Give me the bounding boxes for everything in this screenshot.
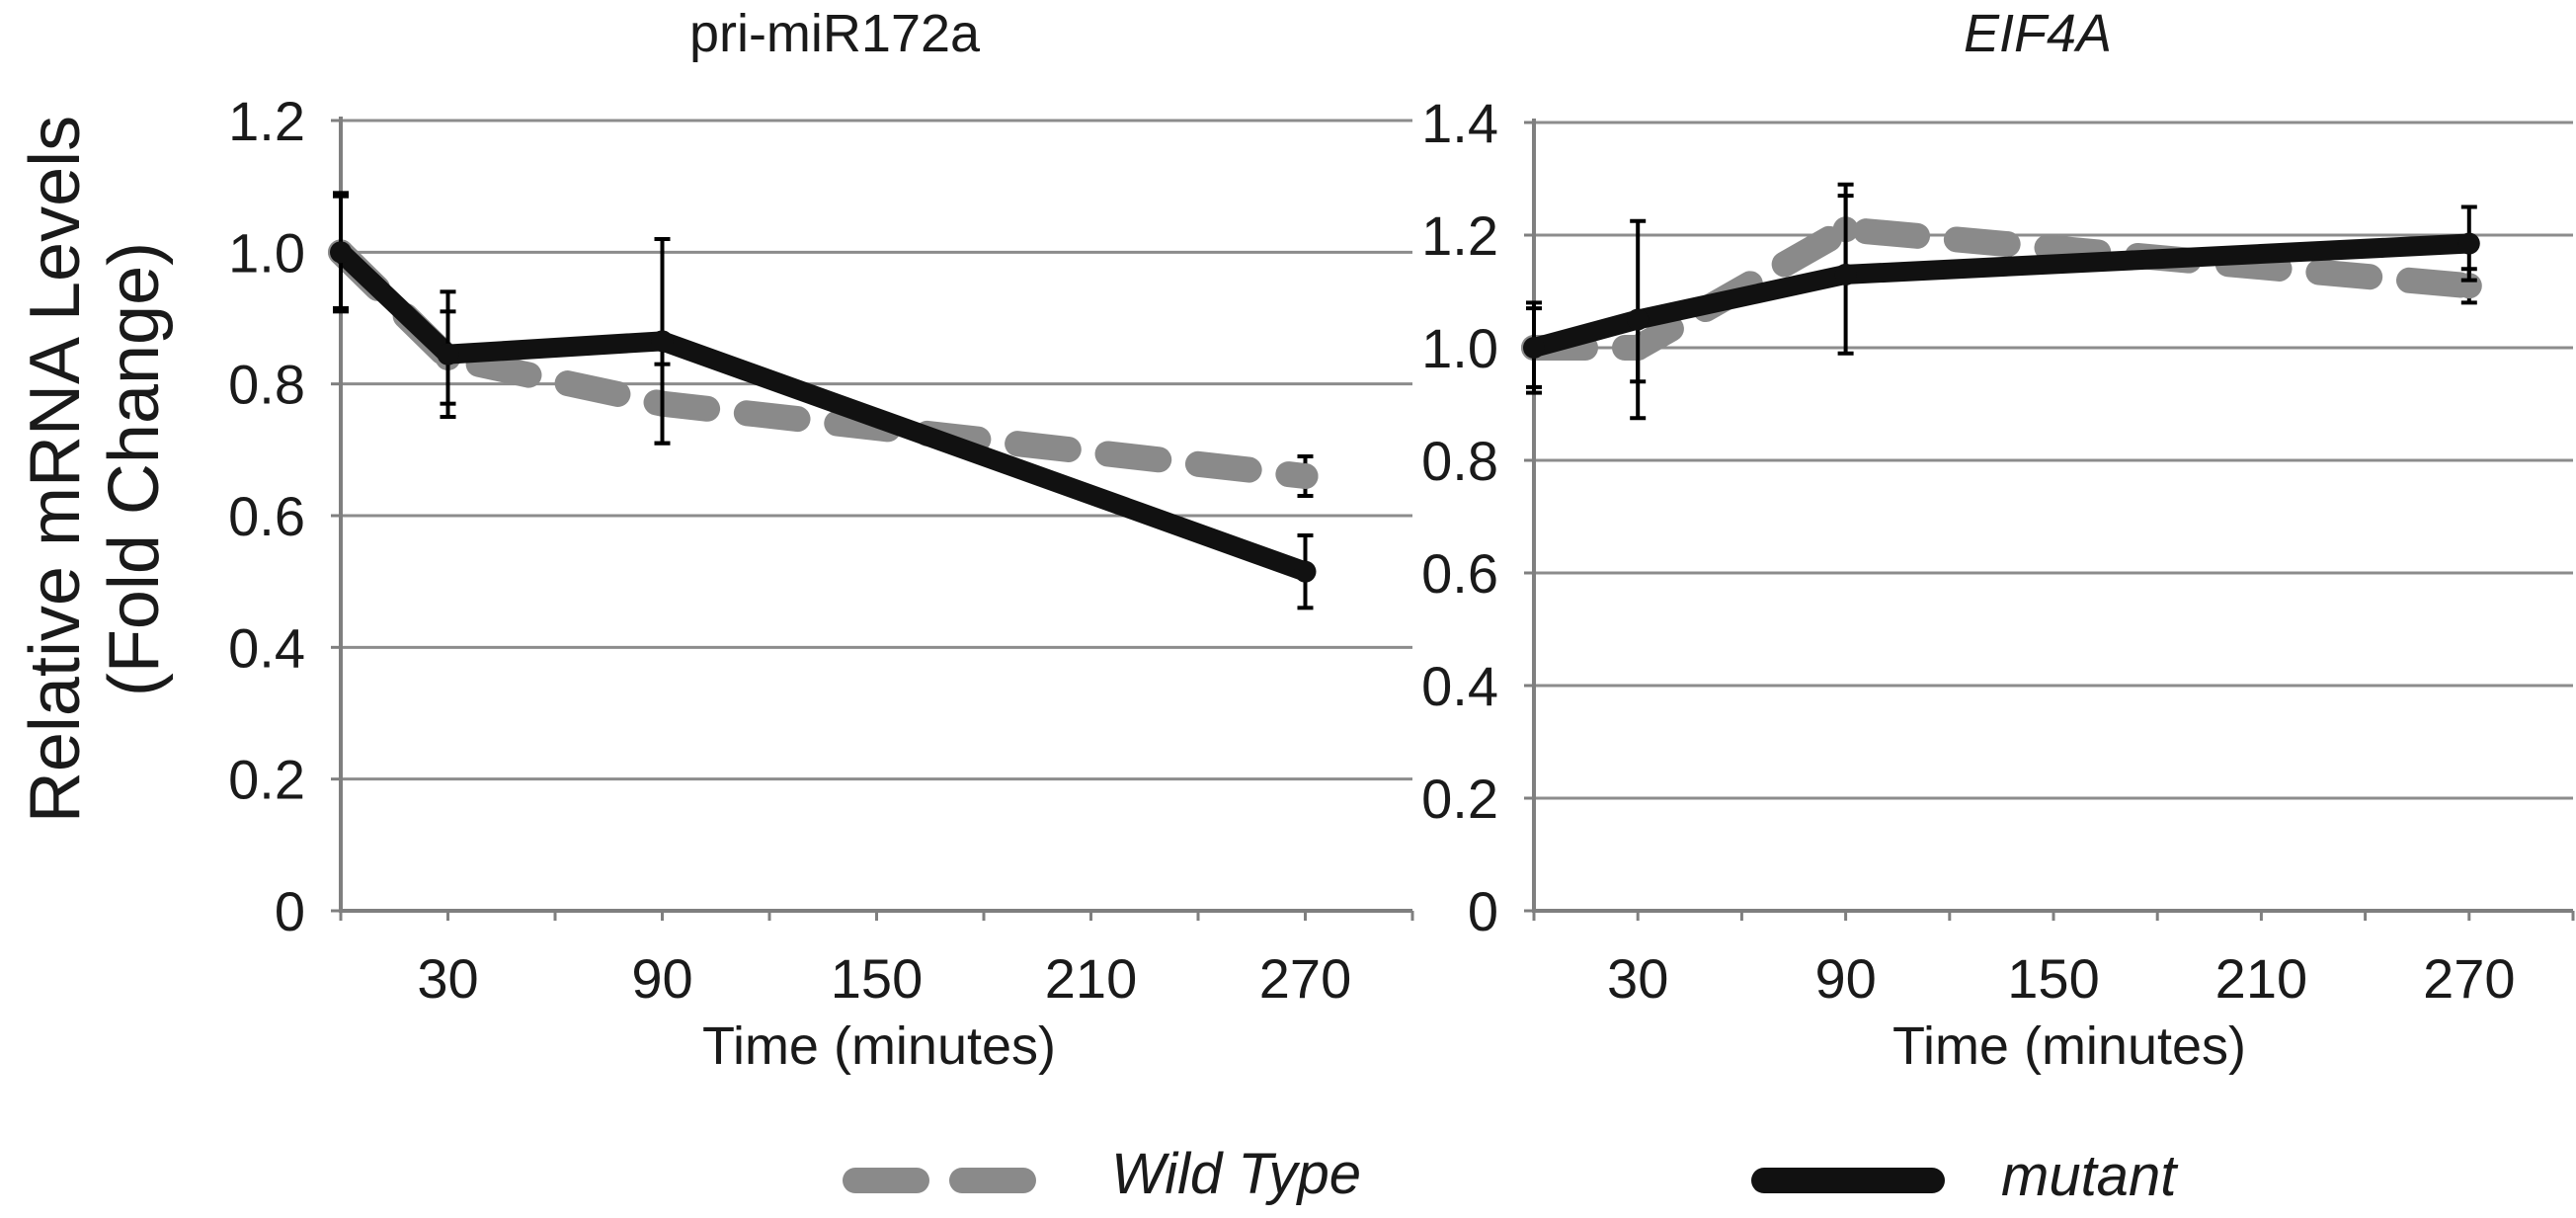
x-tick-label: 150 — [2007, 947, 2099, 1010]
y-tick-label: 1.0 — [228, 221, 305, 284]
y-tick-label: 0 — [275, 880, 305, 942]
data-point-mutant — [1294, 560, 1317, 583]
x-tick-label: 210 — [1045, 947, 1137, 1010]
y-axis-label-line1: Relative mRNA Levels — [16, 116, 95, 823]
y-tick-label: 0.8 — [228, 354, 305, 416]
chart-title: pri-miR172a — [689, 4, 981, 63]
legend-wild-type-label: Wild Type — [1111, 1142, 1361, 1206]
chart-title: EIF4A — [1964, 4, 2112, 63]
y-tick-label: 1.4 — [1421, 92, 1498, 154]
shared-y-axis-label: Relative mRNA Levels (Fold Change) — [16, 116, 174, 823]
data-point-mutant — [330, 241, 352, 264]
x-tick-label: 90 — [1814, 947, 1876, 1010]
data-point-wild-type — [1292, 463, 1319, 489]
x-tick-label: 270 — [2423, 947, 2515, 1010]
series-line-wild-type — [328, 239, 1319, 489]
data-point-mutant — [437, 343, 459, 365]
y-tick-label: 0.6 — [228, 485, 305, 547]
y-tick-label: 1.2 — [1421, 204, 1498, 267]
y-tick-label: 0 — [1468, 880, 1498, 942]
y-tick-label: 0.8 — [1421, 430, 1498, 492]
chart-pri-miR172a: pri-miR172a 0 0.2 0.4 0.6 0.8 1.0 1.2 30 90 150 210… — [228, 4, 1414, 1076]
x-tick-label: 150 — [831, 947, 923, 1010]
x-axis-label: Time (minutes) — [1892, 1016, 2246, 1076]
data-point-mutant — [2457, 232, 2480, 255]
y-tick-label: 0.4 — [1421, 655, 1498, 717]
x-tick-label: 90 — [631, 947, 692, 1010]
data-point-mutant — [1834, 263, 1857, 285]
y-tick-label: 0.6 — [1421, 542, 1498, 605]
y-tick-label: 0.4 — [228, 616, 305, 679]
chart-EIF4A: EIF4A 0 0.2 0.4 0.6 0.8 1.0 1.2 1.4 30 90 150 210 270… — [1421, 4, 2575, 1076]
y-tick-label: 1.0 — [1421, 317, 1498, 379]
x-tick-label: 210 — [2215, 947, 2307, 1010]
y-axis-label-line2: (Fold Change) — [95, 242, 174, 696]
legend-mutant-label: mutant — [2001, 1144, 2179, 1208]
y-tick-label: 1.2 — [228, 90, 305, 152]
legend: Wild Type mutant — [843, 1142, 2179, 1208]
series-line-mutant — [331, 242, 1316, 582]
data-point-mutant — [1627, 308, 1650, 331]
series-line-mutant — [1524, 233, 2479, 358]
data-point-mutant — [1523, 337, 1545, 359]
x-tick-label: 270 — [1259, 947, 1351, 1010]
y-tick-label: 0.2 — [228, 749, 305, 811]
x-tick-label: 30 — [1607, 947, 1668, 1010]
x-axis-label: Time (minutes) — [702, 1016, 1056, 1076]
y-tick-label: 0.2 — [1421, 768, 1498, 830]
x-tick-label: 30 — [417, 947, 478, 1010]
data-point-mutant — [651, 330, 674, 353]
